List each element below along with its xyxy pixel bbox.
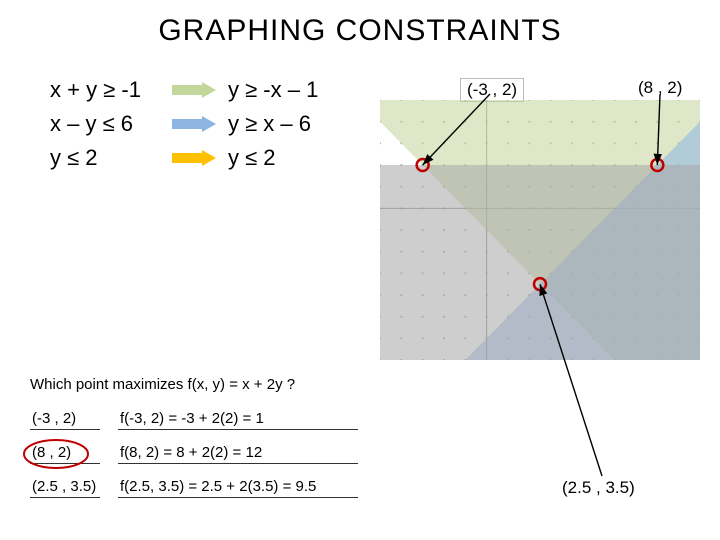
constraint-row: y ≤ 2 y ≤ 2 bbox=[50, 142, 338, 174]
table-row: (-3 , 2) f(-3, 2) = -3 + 2(2) = 1 bbox=[30, 402, 358, 436]
constraint-row: x – y ≤ 6 y ≥ x – 6 bbox=[50, 108, 338, 140]
eval-point: (-3 , 2) bbox=[30, 408, 100, 430]
constraint-lhs: y ≤ 2 bbox=[50, 142, 160, 174]
vertex-label-top-right: (8 , 2) bbox=[638, 78, 682, 98]
constraint-rhs: y ≤ 2 bbox=[228, 142, 338, 174]
evaluation-table: (-3 , 2) f(-3, 2) = -3 + 2(2) = 1 (8 , 2… bbox=[30, 402, 358, 504]
arrow-icon bbox=[172, 150, 216, 166]
constraint-rhs: y ≥ x – 6 bbox=[228, 108, 338, 140]
constraints-block: x + y ≥ -1 y ≥ -x – 1 x – y ≤ 6 y ≥ x – … bbox=[50, 74, 338, 176]
arrow-icon bbox=[172, 116, 216, 132]
constraint-row: x + y ≥ -1 y ≥ -x – 1 bbox=[50, 74, 338, 106]
arrow-icon bbox=[172, 82, 216, 98]
constraint-lhs: x – y ≤ 6 bbox=[50, 108, 160, 140]
vertex-label-bottom: (2.5 , 3.5) bbox=[562, 478, 635, 498]
question-text: Which point maximizes f(x, y) = x + 2y ? bbox=[30, 376, 295, 393]
vertex-label-top-left: (-3 , 2) bbox=[460, 78, 524, 102]
eval-expression: f(-3, 2) = -3 + 2(2) = 1 bbox=[118, 408, 358, 430]
constraint-graph bbox=[380, 100, 700, 360]
table-row: (8 , 2) f(8, 2) = 8 + 2(2) = 12 bbox=[30, 436, 358, 470]
eval-expression: f(8, 2) = 8 + 2(2) = 12 bbox=[118, 442, 358, 464]
constraint-lhs: x + y ≥ -1 bbox=[50, 74, 160, 106]
page-title: GRAPHING CONSTRAINTS bbox=[0, 0, 720, 48]
eval-point: (8 , 2) bbox=[30, 442, 100, 464]
eval-point: (2.5 , 3.5) bbox=[30, 476, 100, 498]
eval-expression: f(2.5, 3.5) = 2.5 + 2(3.5) = 9.5 bbox=[118, 476, 358, 498]
constraint-rhs: y ≥ -x – 1 bbox=[228, 74, 338, 106]
table-row: (2.5 , 3.5) f(2.5, 3.5) = 2.5 + 2(3.5) =… bbox=[30, 470, 358, 504]
